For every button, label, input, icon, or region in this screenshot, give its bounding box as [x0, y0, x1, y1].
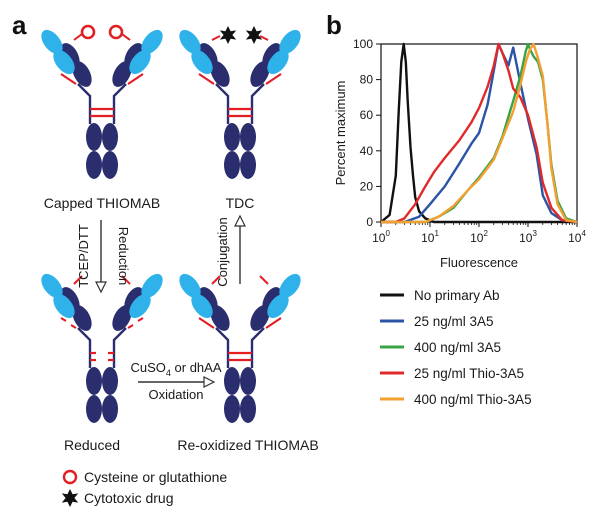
x-tick-label: 103 [519, 229, 537, 245]
x-tick-label: 102 [470, 229, 488, 245]
series-line-5 [381, 42, 578, 224]
state-label-reoxidized: Re-oxidized THIOMAB [177, 437, 318, 453]
series-line-4 [381, 42, 578, 224]
key-cysteine-label: Cysteine or glutathione [84, 469, 227, 485]
y-tick-label: 80 [360, 73, 374, 87]
cytotoxic-drug-icon [245, 26, 263, 44]
cysteine-cap-icon [108, 24, 124, 40]
drug-key-icon [61, 489, 79, 507]
oxidation-label: Oxidation [149, 387, 204, 402]
reduced-antibody [35, 268, 169, 425]
reduction-reagent-label: TCEP/DTT [76, 224, 91, 288]
x-tick-label: 101 [421, 229, 439, 245]
capped-thiomab-antibody [35, 24, 169, 181]
panel-a-key: Cysteine or glutathione Cytotoxic drug [61, 469, 227, 507]
panel-a: a Capped THIOMAB TDC [12, 10, 319, 507]
legend-label: 400 ng/ml 3A5 [414, 340, 501, 355]
x-tick-label: 104 [568, 229, 586, 245]
legend-label: No primary Ab [414, 288, 500, 303]
chart-legend: No primary Ab 25 ng/ml 3A5 400 ng/ml 3A5 25… [380, 288, 532, 407]
x-axis-label: Fluorescence [440, 255, 518, 270]
legend-label: 400 ng/ml Thio-3A5 [414, 392, 532, 407]
y-tick-label: 100 [353, 37, 373, 51]
conjugation-arrow: Conjugation [215, 214, 246, 287]
tdc-antibody [173, 24, 307, 181]
legend-label: 25 ng/ml 3A5 [414, 314, 494, 329]
legend-label: 25 ng/ml Thio-3A5 [414, 366, 524, 381]
conjugation-label: Conjugation [215, 217, 230, 286]
y-tick-label: 40 [360, 144, 374, 158]
cytotoxic-drug-icon [219, 26, 237, 44]
panel-b-label: b [326, 10, 342, 40]
histogram-chart: 0 20 40 60 80 100 100 101 102 103 104 Fluorescence P… [333, 37, 586, 270]
panel-a-label: a [12, 10, 27, 40]
cysteine-key-icon [62, 469, 78, 485]
oxidation-reagent-label: CuSO4 or dhAA [130, 360, 221, 378]
key-drug-label: Cytotoxic drug [84, 490, 173, 506]
cysteine-cap-icon [80, 24, 96, 40]
state-label-tdc: TDC [226, 195, 255, 211]
state-label-capped: Capped THIOMAB [44, 195, 160, 211]
y-tick-label: 20 [360, 179, 374, 193]
reduction-label: Reduction [116, 227, 131, 286]
x-tick-label: 100 [372, 229, 390, 245]
y-axis-label: Percent maximum [333, 81, 348, 186]
state-label-reduced: Reduced [64, 437, 120, 453]
series-line-1 [380, 42, 577, 224]
y-tick-label: 60 [360, 108, 374, 122]
panel-b: b 0 20 40 60 80 100 100 101 102 103 104 Fluorescenc… [326, 10, 586, 407]
oxidation-arrow: CuSO4 or dhAA Oxidation [130, 360, 221, 402]
reoxidized-thiomab-antibody [173, 268, 307, 425]
y-tick-label: 0 [366, 215, 373, 229]
reduction-arrow: TCEP/DTT Reduction [76, 220, 131, 294]
